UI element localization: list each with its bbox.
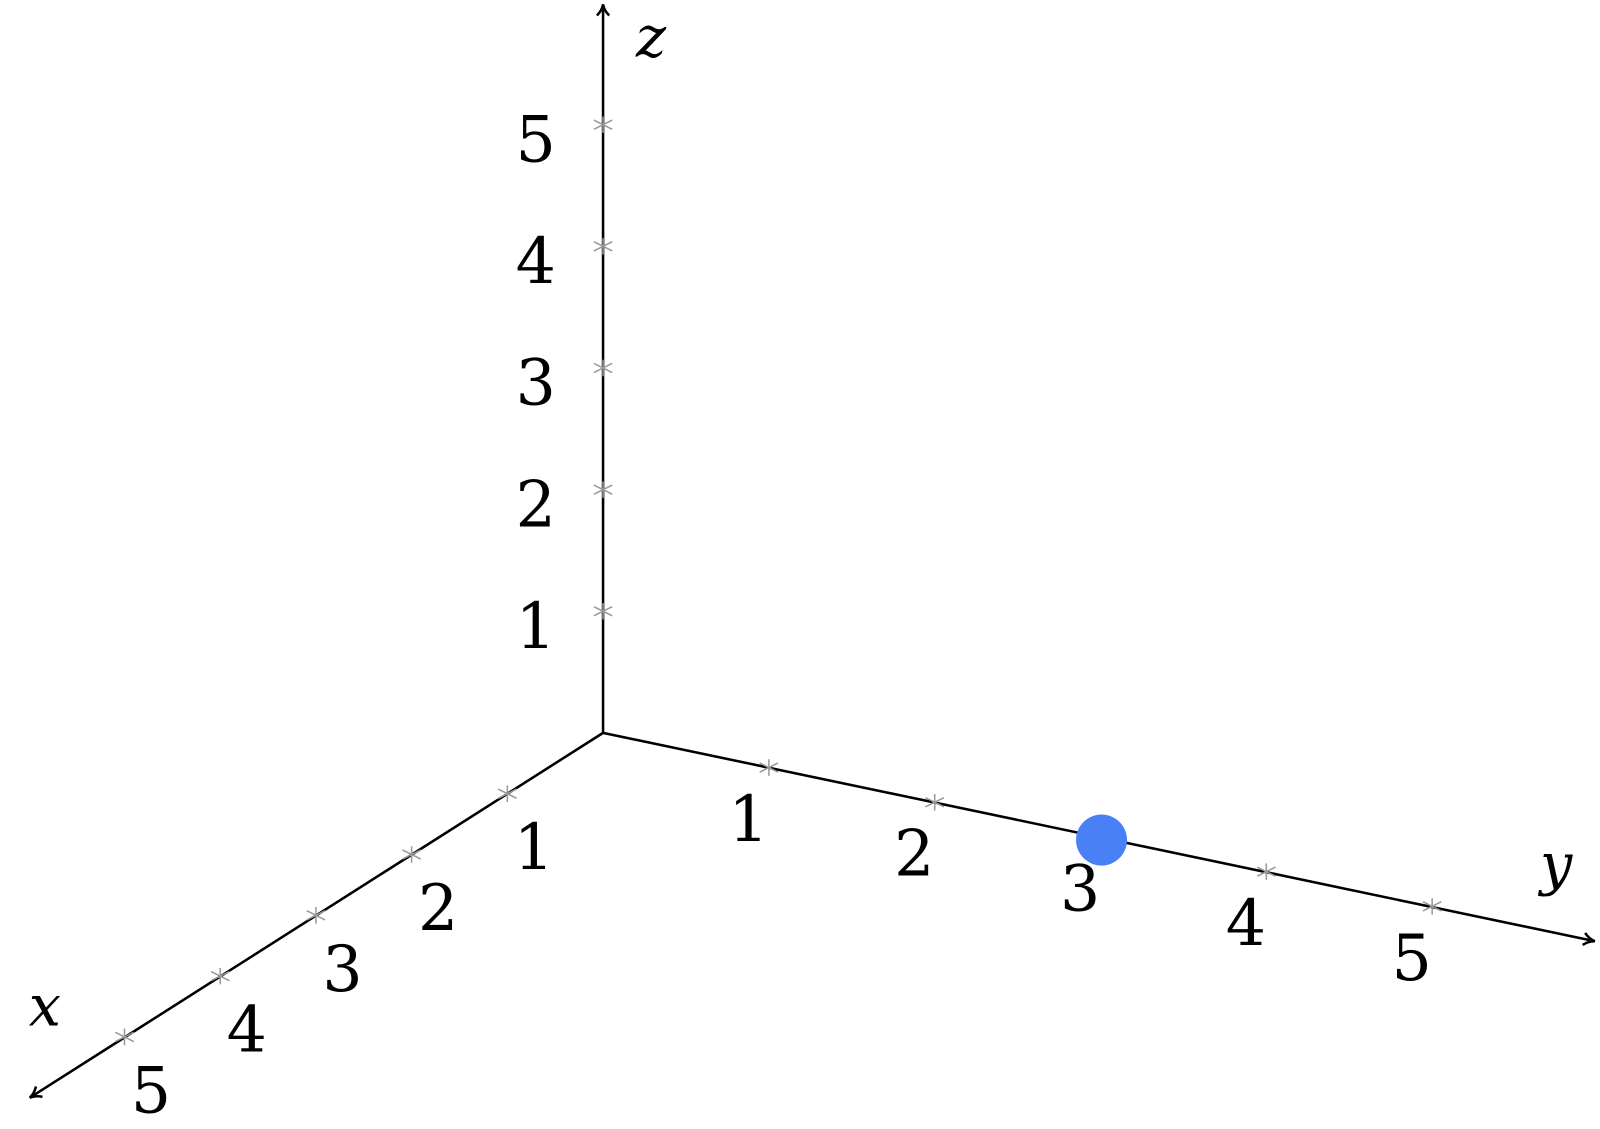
x-tick-mark (306, 907, 326, 924)
x-tick-mark (210, 967, 230, 985)
z-tick-label: 1 (516, 589, 556, 663)
x-tick-label: 5 (131, 1053, 171, 1127)
y-tick-mark (1422, 898, 1442, 915)
y-tick-mark (759, 759, 779, 776)
x-tick-label: 2 (418, 871, 458, 945)
y-tick-mark (1256, 863, 1276, 880)
x-tick-label: 1 (514, 810, 554, 884)
y-tick-label: 2 (894, 817, 934, 891)
z-tick-mark (593, 359, 613, 377)
x-tick-label: 3 (322, 932, 362, 1006)
z-tick-label: 2 (516, 467, 556, 541)
x-tick-mark (497, 785, 517, 802)
z-tick-mark (593, 238, 613, 255)
x-tick-mark (402, 846, 422, 863)
data-point (1076, 814, 1128, 866)
y-tick-label: 4 (1226, 886, 1266, 960)
x-tick-mark (114, 1028, 135, 1046)
y-axis-label: y (1537, 832, 1573, 898)
y-tick-mark (925, 793, 945, 811)
y-tick-label: 5 (1392, 921, 1432, 995)
x-tick-label: 4 (227, 993, 267, 1067)
z-tick-label: 4 (516, 224, 556, 298)
z-tick-mark (593, 602, 613, 620)
z-tick-label: 3 (516, 346, 556, 420)
x-axis-label: x (29, 974, 61, 1040)
z-tick-mark (593, 481, 613, 498)
z-tick-mark (593, 116, 613, 133)
z-tick-label: 5 (516, 102, 556, 176)
y-tick-label: 1 (728, 782, 768, 856)
z-axis-label: z (635, 4, 667, 70)
